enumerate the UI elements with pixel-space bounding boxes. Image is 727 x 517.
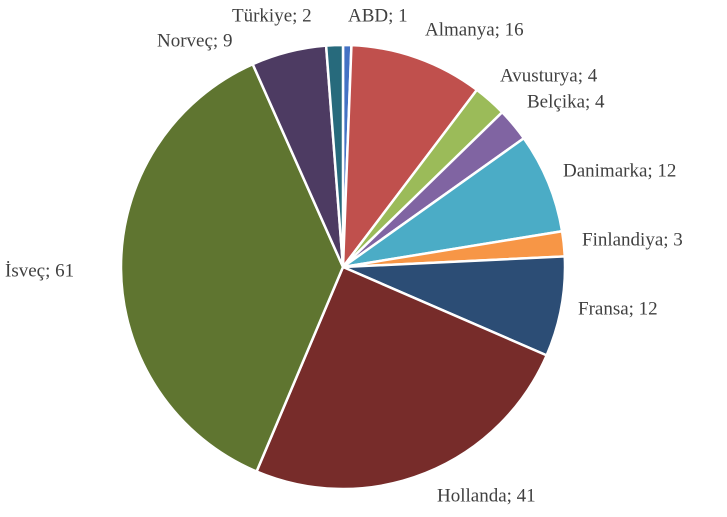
data-label: Norveç; 9: [157, 30, 232, 51]
data-label: Danimarka; 12: [563, 160, 676, 181]
pie-slice: [324, 43, 345, 268]
data-label: ABD; 1: [348, 5, 408, 26]
data-label: Fransa; 12: [578, 298, 658, 319]
pie-slice: [342, 136, 564, 269]
data-label: Belçika; 4: [527, 91, 605, 112]
pie-slice: [342, 255, 567, 358]
data-label: Hollanda; 41: [437, 485, 536, 506]
data-label: Almanya; 16: [425, 19, 524, 40]
data-label: İsveç; 61: [5, 260, 74, 281]
pie-slice: [119, 62, 345, 474]
data-label: Türkiye; 2: [232, 5, 312, 26]
pie-slice: [341, 43, 479, 271]
data-label: Avusturya; 4: [500, 65, 598, 86]
data-label: Finlandiya; 3: [582, 229, 683, 250]
pie-slice: [254, 265, 549, 491]
